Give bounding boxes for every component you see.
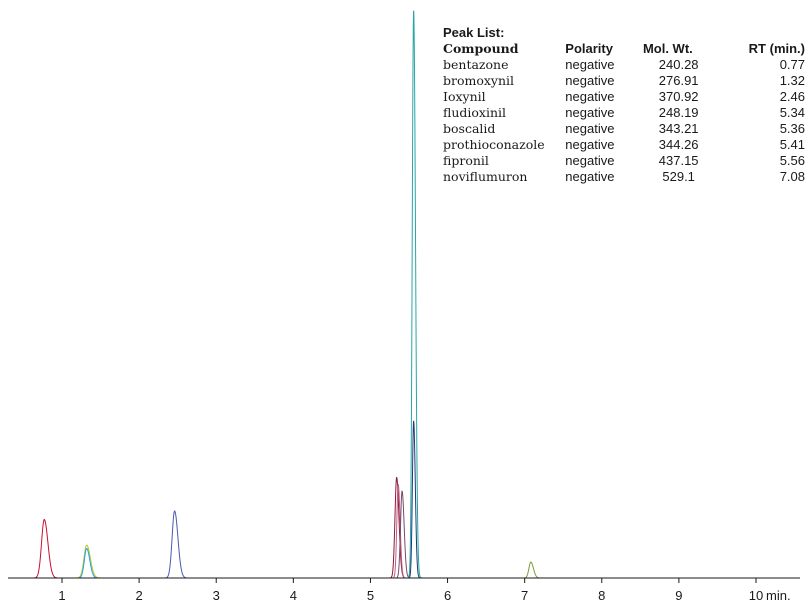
x-tick-label: 5	[367, 588, 374, 603]
mol-wt-cell: 370.92	[658, 89, 699, 104]
compound-cell: bromoxynil	[443, 73, 515, 88]
rt-cell: 5.56	[779, 153, 805, 168]
header-polarity: Polarity	[565, 41, 613, 56]
mol-wt-cell: 437.15	[658, 153, 699, 168]
mol-wt-cell: 276.91	[658, 73, 699, 88]
compound-cell: Ioxynil	[443, 89, 486, 104]
x-tick-label: 10	[749, 588, 763, 603]
mol-wt-cell: 248.19	[658, 105, 699, 120]
rt-cell: 1.32	[779, 73, 805, 88]
peak-trace	[75, 547, 101, 579]
x-tick-label: 6	[444, 588, 451, 603]
x-tick-label: 2	[135, 588, 142, 603]
peak-trace	[521, 561, 543, 579]
x-tick-label: 7	[521, 588, 528, 603]
polarity-cell: negative	[565, 137, 615, 152]
peak-trace	[407, 420, 422, 579]
peak-list-grid: Compound Polarity Mol. Wt. RT (min.) ben…	[443, 41, 805, 185]
peak-list-header-row: Compound Polarity Mol. Wt. RT (min.)	[443, 41, 805, 57]
x-axis-ticks: 1 2 3 4 5 6 7 8 9 10	[58, 578, 763, 603]
x-tick-label: 8	[598, 588, 605, 603]
x-tick-label: 3	[213, 588, 220, 603]
peak-list-row: fludioxinil negative 248.19 5.34	[443, 105, 805, 121]
header-mol-wt: Mol. Wt.	[642, 41, 693, 56]
peak-list-body: bentazone negative 240.28 0.77 bromoxynil neg…	[443, 57, 805, 185]
compound-cell: prothioconazole	[443, 137, 545, 152]
polarity-cell: negative	[565, 121, 615, 136]
x-tick-label: 1	[58, 588, 65, 603]
compound-cell: fipronil	[443, 153, 489, 168]
rt-cell: 5.36	[779, 121, 805, 136]
polarity-cell: negative	[565, 169, 615, 184]
mol-wt-cell: 343.21	[658, 121, 699, 136]
peak-list-title: Peak List:	[443, 25, 505, 40]
peak-list-table: Peak List: Compound Polarity Mol. Wt. RT…	[443, 25, 805, 185]
x-tick-label: 4	[290, 588, 297, 603]
peak-list-row: boscalid negative 343.21 5.36	[443, 121, 805, 137]
peak-list-row: bentazone negative 240.28 0.77	[443, 57, 805, 73]
peak-trace	[406, 10, 423, 579]
peak-list-row: noviflumuron negative 529.1 7.08	[443, 169, 805, 185]
peak-list-row: prothioconazole negative 344.26 5.41	[443, 137, 805, 153]
rt-cell: 0.77	[779, 57, 805, 72]
header-compound: Compound	[443, 41, 519, 56]
compound-cell: boscalid	[443, 121, 496, 136]
mol-wt-cell: 240.28	[658, 57, 699, 72]
rt-cell: 5.41	[779, 137, 805, 152]
peak-trace	[30, 519, 61, 579]
peak-list-row: Ioxynil negative 370.92 2.46	[443, 89, 805, 105]
peak-trace	[162, 510, 190, 579]
polarity-cell: negative	[565, 89, 615, 104]
rt-cell: 7.08	[779, 169, 805, 184]
peaks-layer	[30, 10, 543, 579]
polarity-cell: negative	[565, 105, 615, 120]
compound-cell: fludioxinil	[443, 105, 507, 120]
peak-trace	[391, 483, 407, 579]
mol-wt-cell: 344.26	[658, 137, 699, 152]
polarity-cell: negative	[565, 73, 615, 88]
x-tick-label: 9	[675, 588, 682, 603]
rt-cell: 2.46	[779, 89, 805, 104]
polarity-cell: negative	[565, 153, 615, 168]
compound-cell: noviflumuron	[443, 169, 528, 184]
polarity-cell: negative	[565, 57, 615, 72]
compound-cell: bentazone	[443, 57, 509, 72]
rt-cell: 5.34	[779, 105, 805, 120]
peak-list-row: fipronil negative 437.15 5.56	[443, 153, 805, 169]
header-rt: RT (min.)	[748, 41, 805, 56]
peak-list-row: bromoxynil negative 276.91 1.32	[443, 73, 805, 89]
mol-wt-cell: 529.1	[662, 169, 695, 184]
x-axis-unit-label: min.	[766, 588, 791, 603]
